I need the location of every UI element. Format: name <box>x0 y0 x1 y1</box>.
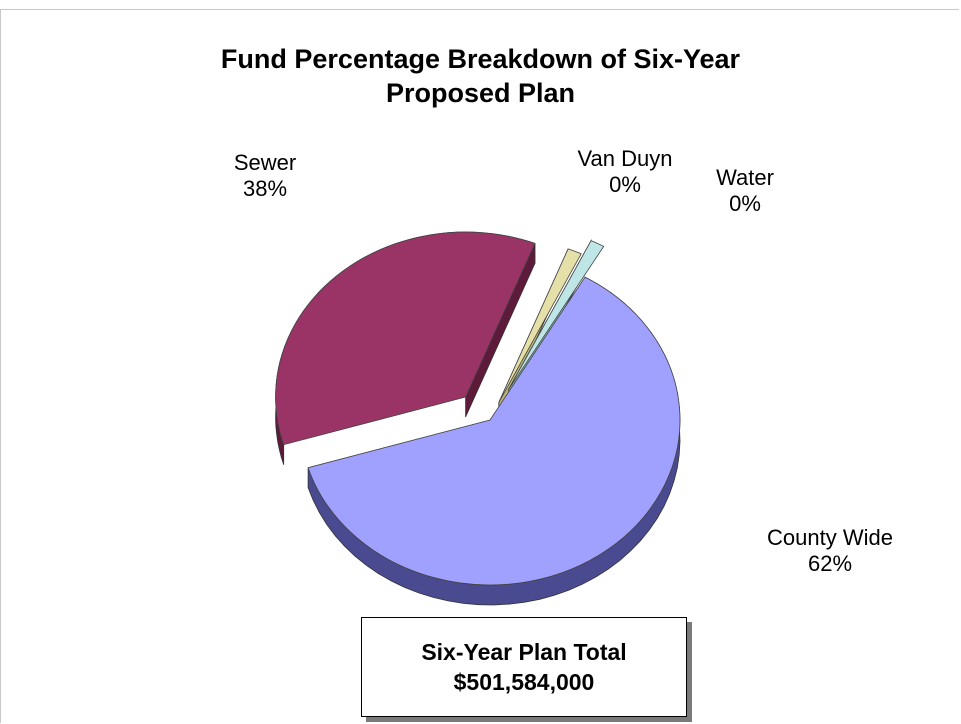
slice-percent-water: 0% <box>729 191 761 216</box>
plan-total-value: $501,584,000 <box>453 669 595 695</box>
slice-label-van-duyn: Van Duyn 0% <box>560 146 690 198</box>
slice-label-sewer: Sewer 38% <box>210 150 320 202</box>
slice-label-county-wide: County Wide 62% <box>750 525 910 577</box>
slice-percent-sewer: 38% <box>242 176 288 201</box>
chart-title: Fund Percentage Breakdown of Six-Year Pr… <box>0 42 961 110</box>
slice-county-wide <box>307 276 681 586</box>
slice-sewer <box>275 231 536 446</box>
slice-water <box>508 240 605 390</box>
slice-name-water: Water <box>716 165 774 190</box>
chart-title-line-2: Proposed Plan <box>385 78 576 108</box>
slice-name-sewer: Sewer <box>233 150 297 175</box>
slice-percent-county-wide: 62% <box>807 551 853 576</box>
chart-frame <box>0 9 959 723</box>
slice-label-water: Water 0% <box>700 165 790 217</box>
slice-name-van-duyn: Van Duyn <box>577 146 673 171</box>
slice-name-county-wide: County Wide <box>767 525 893 550</box>
slice-percent-van-duyn: 0% <box>609 172 641 197</box>
plan-total-label: Six-Year Plan Total <box>421 639 627 665</box>
chart-title-line-1: Fund Percentage Breakdown of Six-Year <box>220 44 741 74</box>
plan-total-box: Six-Year Plan Total $501,584,000 <box>361 617 687 717</box>
slice-van-duyn <box>498 248 582 403</box>
